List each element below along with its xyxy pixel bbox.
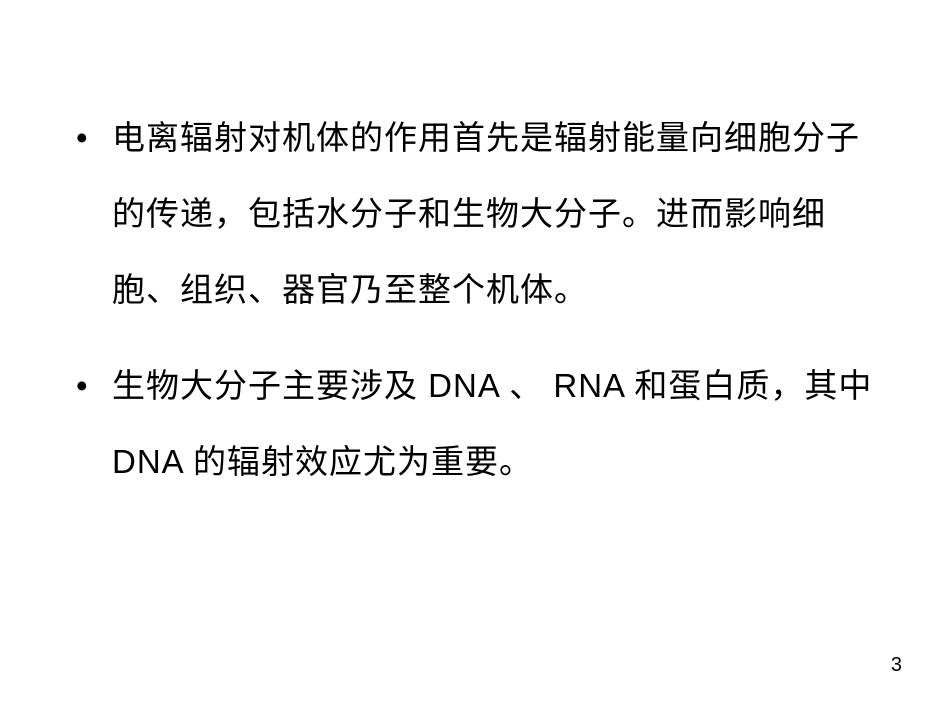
bullet-text: 电离辐射对机体的作用首先是辐射能量向细胞分子的传递，包括水分子和生物大分子。进而… bbox=[112, 119, 860, 308]
slide: 电离辐射对机体的作用首先是辐射能量向细胞分子的传递，包括水分子和生物大分子。进而… bbox=[0, 0, 950, 713]
bullet-list: 电离辐射对机体的作用首先是辐射能量向细胞分子的传递，包括水分子和生物大分子。进而… bbox=[70, 100, 880, 499]
bullet-text: 生物大分子主要涉及 DNA 、 RNA 和蛋白质，其中 DNA 的辐射效应尤为重… bbox=[112, 367, 872, 480]
list-item: 电离辐射对机体的作用首先是辐射能量向细胞分子的传递，包括水分子和生物大分子。进而… bbox=[70, 100, 880, 328]
page-number: 3 bbox=[891, 654, 902, 677]
list-item: 生物大分子主要涉及 DNA 、 RNA 和蛋白质，其中 DNA 的辐射效应尤为重… bbox=[70, 348, 880, 500]
